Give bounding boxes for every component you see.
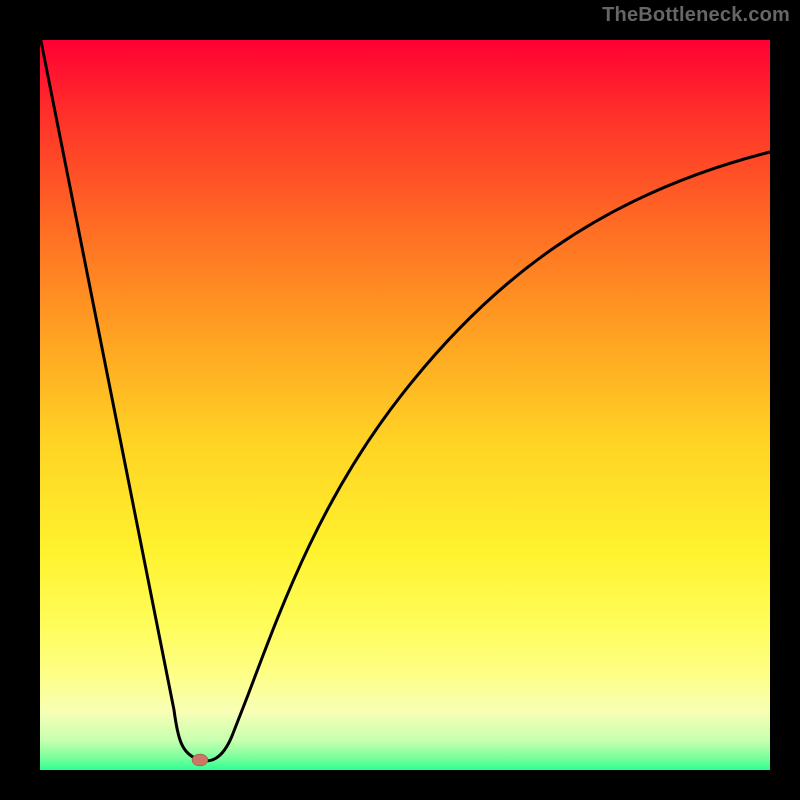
chart-frame: TheBottleneck.com [0, 0, 800, 800]
gradient-panel [40, 40, 770, 770]
optimum-marker [192, 754, 208, 766]
watermark-text: TheBottleneck.com [602, 4, 790, 27]
bottleneck-chart [0, 0, 800, 800]
